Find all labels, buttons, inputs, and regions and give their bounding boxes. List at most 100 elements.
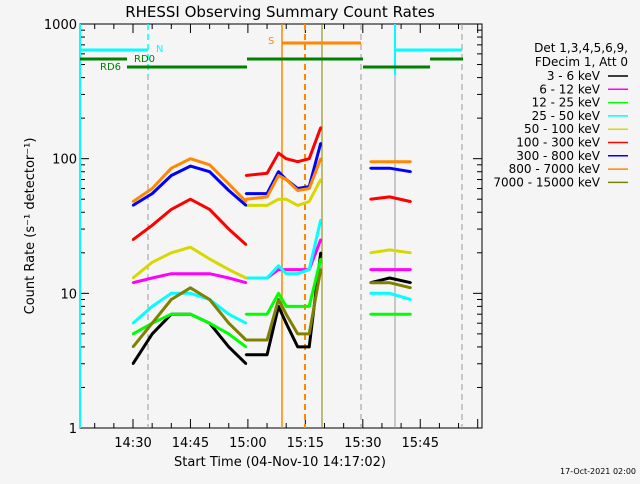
data-point — [208, 170, 211, 173]
data-point — [244, 362, 248, 365]
data-point — [388, 166, 391, 170]
data-point — [285, 272, 288, 275]
data-point — [388, 160, 391, 163]
data-point — [244, 322, 248, 325]
data-point — [277, 170, 280, 173]
data-point — [409, 160, 412, 163]
x-tick-label: 15:00 — [229, 436, 266, 451]
legend-header: Det 1,3,4,5,6,9, — [534, 41, 628, 55]
data-point — [319, 257, 322, 261]
data-point — [369, 198, 372, 201]
legend-label: 800 - 7000 keV — [509, 162, 601, 176]
data-point — [131, 238, 135, 241]
data-point — [244, 345, 248, 349]
data-point — [265, 312, 269, 316]
data-point — [150, 322, 154, 325]
data-point — [265, 338, 269, 342]
data-point — [285, 312, 288, 316]
data-point — [296, 189, 299, 192]
data-point — [208, 298, 211, 301]
data-point — [131, 322, 135, 325]
data-point — [369, 268, 372, 271]
annotation-label-n: N — [156, 44, 163, 55]
data-point — [319, 268, 322, 271]
data-point — [227, 332, 230, 336]
data-point — [244, 353, 248, 356]
data-point — [369, 292, 372, 295]
data-point — [277, 298, 280, 301]
data-point — [285, 198, 288, 201]
data-point — [319, 157, 322, 160]
data-point — [265, 204, 269, 207]
data-point — [319, 126, 322, 129]
data-point — [208, 257, 211, 261]
data-point — [369, 160, 372, 163]
legend-label: 3 - 6 keV — [547, 69, 601, 83]
data-point — [277, 151, 280, 155]
data-point — [277, 198, 280, 201]
data-point — [150, 192, 154, 195]
data-point — [277, 174, 280, 177]
chart-title: RHESSI Observing Summary Count Rates — [125, 3, 435, 21]
data-point — [131, 332, 135, 336]
data-point — [189, 312, 192, 316]
data-point — [277, 264, 280, 268]
data-point — [170, 312, 173, 316]
data-point — [170, 208, 173, 211]
annotation-label-rd0: RD0 — [134, 54, 155, 65]
data-point — [296, 160, 299, 163]
data-point — [189, 157, 192, 160]
data-point — [227, 345, 230, 349]
data-point — [409, 200, 412, 203]
data-point — [265, 353, 269, 356]
data-point — [409, 286, 412, 289]
legend-label: 100 - 300 keV — [516, 136, 600, 150]
data-point — [319, 238, 322, 241]
data-point — [409, 170, 412, 173]
data-point — [319, 218, 322, 222]
data-point — [244, 243, 248, 246]
data-point — [227, 182, 230, 186]
data-point — [170, 166, 173, 170]
data-point — [388, 268, 391, 271]
data-point — [388, 292, 391, 295]
data-point — [307, 157, 311, 160]
data-point — [307, 187, 311, 190]
data-point — [388, 312, 391, 316]
data-point — [296, 305, 299, 308]
data-point — [131, 200, 135, 203]
y-tick-label: 100 — [52, 153, 77, 168]
data-point — [170, 174, 173, 177]
data-point — [369, 251, 372, 254]
data-point — [388, 276, 391, 280]
data-point — [285, 178, 288, 181]
legend: Det 1,3,4,5,6,9,FDecim 1, Att 03 - 6 keV… — [493, 41, 628, 189]
data-point — [170, 251, 173, 254]
data-point — [369, 166, 372, 170]
data-point — [227, 189, 230, 192]
data-point — [150, 332, 154, 336]
legend-label: 25 - 50 keV — [532, 109, 601, 123]
data-point — [319, 142, 322, 145]
footer-timestamp: 17-Oct-2021 02:00 — [560, 467, 636, 476]
data-point — [244, 192, 248, 195]
data-point — [150, 305, 154, 308]
y-tick-label: 1000 — [44, 18, 77, 33]
data-point — [208, 163, 211, 167]
data-point — [285, 322, 288, 325]
data-point — [227, 276, 230, 280]
data-point — [296, 204, 299, 207]
annotation-label-s: S — [268, 36, 274, 47]
data-point — [319, 251, 322, 254]
data-point — [208, 208, 211, 211]
legend-label: 50 - 100 keV — [524, 122, 601, 136]
data-point — [296, 345, 299, 349]
data-point — [227, 268, 230, 271]
data-point — [369, 312, 372, 316]
x-tick-label: 15:45 — [402, 436, 439, 451]
data-point — [409, 268, 412, 271]
data-point — [285, 268, 288, 271]
data-point — [189, 292, 192, 295]
data-point — [388, 248, 391, 252]
